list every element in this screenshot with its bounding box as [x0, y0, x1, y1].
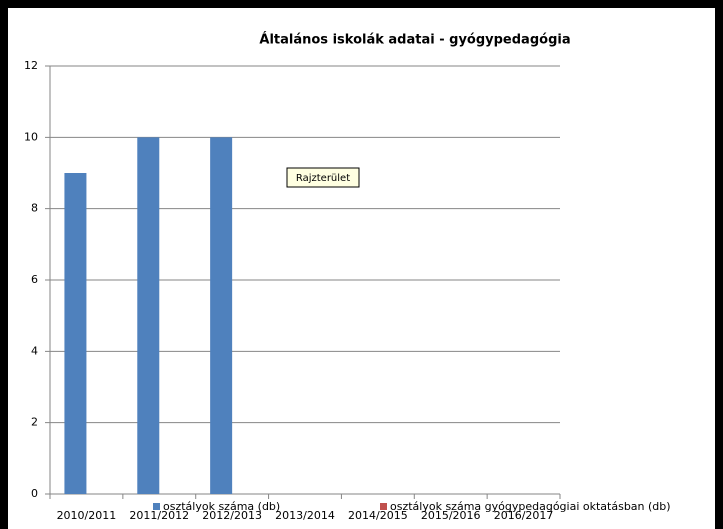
x-tick-label: 2013/2014 — [275, 509, 335, 522]
tooltip-text: Rajzterület — [296, 173, 350, 184]
y-tick-label: 12 — [24, 59, 38, 72]
y-tick-label: 6 — [31, 273, 38, 286]
tooltip-box — [286, 167, 360, 188]
y-tick-label: 10 — [24, 130, 38, 143]
y-tick-label: 0 — [31, 487, 38, 500]
chart-title: Általános iskolák adatai - gyógypedagógi… — [259, 32, 570, 48]
y-tick-label: 8 — [31, 202, 38, 215]
x-tick-label: 2011/2012 — [129, 509, 189, 522]
legend-swatch — [153, 503, 160, 510]
chart-area — [8, 8, 715, 529]
x-tick-label: 2016/2017 — [494, 509, 554, 522]
bar — [210, 137, 233, 495]
y-tick-label: 2 — [31, 416, 38, 429]
x-tick-label: 2014/2015 — [348, 509, 408, 522]
bar — [64, 173, 87, 494]
legend-swatch — [380, 503, 387, 510]
bar — [137, 137, 160, 495]
x-tick-label: 2015/2016 — [421, 509, 481, 522]
y-tick-label: 4 — [31, 344, 38, 357]
legend-label: osztályok száma (db) — [163, 500, 280, 513]
legend-label: osztályok száma gyógypedagógiai oktatásb… — [390, 500, 671, 513]
x-tick-label: 2012/2013 — [202, 509, 262, 522]
x-tick-label: 2010/2011 — [57, 509, 117, 522]
